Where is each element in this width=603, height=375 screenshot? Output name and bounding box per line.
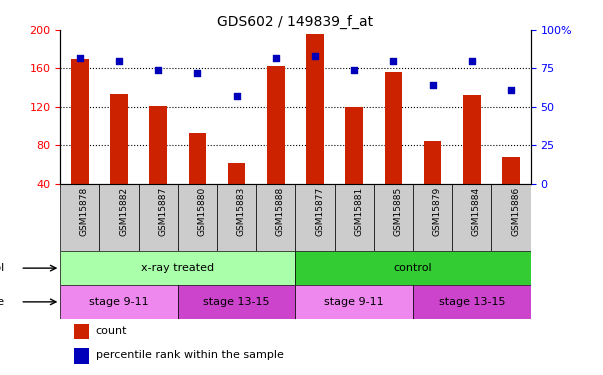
Bar xyxy=(452,184,491,251)
Point xyxy=(349,67,359,73)
Point xyxy=(467,58,476,64)
Point xyxy=(75,55,84,61)
Bar xyxy=(178,184,217,251)
Bar xyxy=(110,94,128,184)
Text: GSM15886: GSM15886 xyxy=(511,187,520,236)
Text: protocol: protocol xyxy=(0,263,4,273)
Bar xyxy=(139,184,178,251)
Text: percentile rank within the sample: percentile rank within the sample xyxy=(95,350,283,360)
Bar xyxy=(295,285,413,319)
Bar xyxy=(74,348,89,364)
Bar xyxy=(217,184,256,251)
Bar xyxy=(150,106,167,184)
Bar xyxy=(60,285,178,319)
Bar xyxy=(99,184,139,251)
Bar xyxy=(335,184,374,251)
Text: GSM15879: GSM15879 xyxy=(432,187,441,236)
Bar xyxy=(267,66,285,184)
Bar xyxy=(385,72,402,184)
Bar xyxy=(306,34,324,184)
Bar xyxy=(256,184,295,251)
Text: stage 9-11: stage 9-11 xyxy=(89,297,149,307)
Point xyxy=(115,58,124,64)
Bar xyxy=(74,324,89,339)
Text: GSM15883: GSM15883 xyxy=(236,187,245,236)
Point xyxy=(271,55,280,61)
Bar xyxy=(413,285,531,319)
Title: GDS602 / 149839_f_at: GDS602 / 149839_f_at xyxy=(218,15,373,29)
Bar xyxy=(346,107,363,184)
Point xyxy=(193,70,203,76)
Bar xyxy=(178,285,295,319)
Text: GSM15882: GSM15882 xyxy=(119,187,128,236)
Bar xyxy=(502,157,520,184)
Bar xyxy=(424,141,441,184)
Bar xyxy=(228,163,245,184)
Text: GSM15880: GSM15880 xyxy=(198,187,206,236)
Point xyxy=(428,82,437,88)
Text: GSM15877: GSM15877 xyxy=(315,187,324,236)
Point xyxy=(310,53,320,59)
Text: GSM15878: GSM15878 xyxy=(80,187,89,236)
Point xyxy=(232,93,241,99)
Bar xyxy=(413,184,452,251)
Bar xyxy=(295,184,335,251)
Point xyxy=(506,87,516,93)
Text: GSM15885: GSM15885 xyxy=(393,187,402,236)
Point xyxy=(153,67,163,73)
Bar xyxy=(71,59,89,184)
Text: stage 13-15: stage 13-15 xyxy=(203,297,270,307)
Bar xyxy=(60,184,99,251)
Text: count: count xyxy=(95,326,127,336)
Bar xyxy=(374,184,413,251)
Bar xyxy=(463,95,481,184)
Bar xyxy=(295,251,531,285)
Text: GSM15887: GSM15887 xyxy=(158,187,167,236)
Text: development stage: development stage xyxy=(0,297,4,307)
Text: control: control xyxy=(394,263,432,273)
Text: GSM15881: GSM15881 xyxy=(354,187,363,236)
Text: stage 13-15: stage 13-15 xyxy=(438,297,505,307)
Bar xyxy=(491,184,531,251)
Text: x-ray treated: x-ray treated xyxy=(141,263,215,273)
Text: GSM15888: GSM15888 xyxy=(276,187,285,236)
Text: GSM15884: GSM15884 xyxy=(472,187,481,236)
Point xyxy=(388,58,398,64)
Bar xyxy=(60,251,295,285)
Text: stage 9-11: stage 9-11 xyxy=(324,297,384,307)
Bar xyxy=(189,133,206,184)
